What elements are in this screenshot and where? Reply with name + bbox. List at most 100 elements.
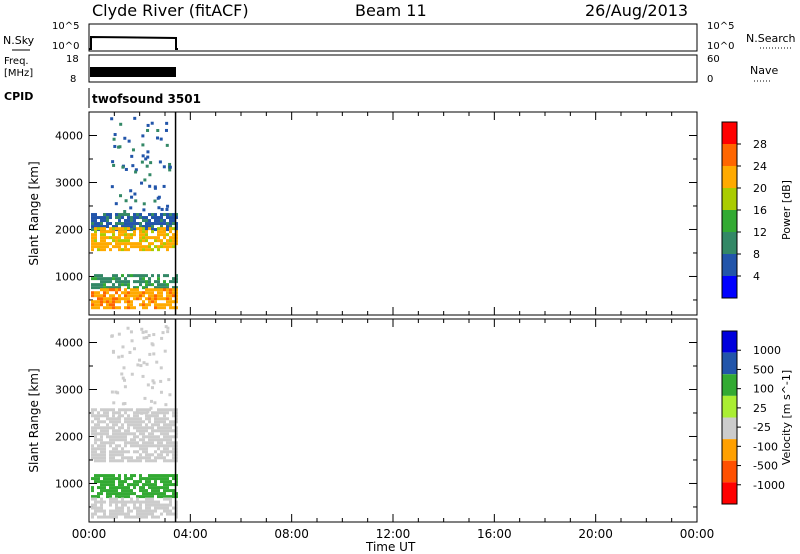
data-cell: [166, 222, 169, 226]
data-cell: [157, 303, 160, 307]
data-cell: [124, 297, 127, 301]
data-cell: [169, 503, 172, 507]
data-cell: [112, 497, 115, 501]
data-cell: [133, 242, 136, 246]
data-cell: [121, 230, 124, 234]
data-cell: [175, 242, 178, 246]
data-cell: [133, 222, 136, 226]
data-cell: [133, 444, 136, 448]
data-cell: [148, 303, 151, 307]
data-cell: [175, 408, 178, 412]
data-cell: [144, 330, 148, 334]
data-cell: [112, 411, 115, 415]
data-cell: [142, 336, 146, 340]
data-cell: [106, 423, 109, 427]
data-cell: [148, 291, 151, 295]
data-cell: [100, 274, 103, 278]
data-cell: [109, 408, 112, 412]
data-cell: [124, 417, 127, 421]
data-cell: [139, 222, 142, 226]
data-cell: [142, 230, 145, 234]
data-cell: [151, 294, 154, 298]
data-cell: [100, 459, 103, 463]
data-cell: [136, 435, 139, 439]
data-cell: [142, 225, 145, 229]
data-cell: [172, 242, 175, 246]
data-cell: [94, 245, 97, 249]
data-cell: [145, 222, 148, 226]
data-cell: [109, 300, 112, 304]
data-cell: [148, 435, 151, 439]
data-cell: [112, 414, 115, 418]
data-cell: [103, 239, 106, 243]
data-cell: [139, 477, 142, 481]
data-cell: [163, 503, 166, 507]
data-cell: [121, 227, 124, 231]
data-cell: [119, 122, 123, 126]
data-cell: [112, 486, 115, 490]
data-cell: [136, 417, 139, 421]
data-cell: [134, 199, 138, 203]
data-cell: [154, 414, 157, 418]
data-cell: [91, 248, 94, 252]
data-cell: [142, 432, 145, 436]
data-cell: [150, 386, 154, 390]
data-cell: [106, 495, 109, 499]
data-cell: [160, 512, 163, 516]
data-cell: [118, 213, 121, 217]
data-cell: [97, 216, 100, 220]
data-cell: [169, 219, 172, 223]
data-cell: [121, 423, 124, 427]
data-cell: [91, 497, 94, 501]
data-cell: [175, 447, 178, 451]
data-cell: [166, 444, 169, 448]
data-cell: [145, 495, 148, 499]
data-cell: [121, 486, 124, 490]
data-cell: [154, 303, 157, 307]
data-cell: [91, 444, 94, 448]
data-cell: [169, 512, 172, 516]
data-cell: [127, 225, 130, 229]
data-cell: [151, 444, 154, 448]
data-cell: [146, 150, 150, 154]
data-cell: [121, 447, 124, 451]
data-cell: [124, 432, 127, 436]
data-cell: [91, 447, 94, 451]
data-cell: [109, 441, 112, 445]
data-cell: [106, 216, 109, 220]
data-cell: [97, 300, 100, 304]
data-cell: [133, 480, 136, 484]
data-cell: [169, 222, 172, 226]
data-cell: [103, 408, 106, 412]
data-cell: [118, 245, 121, 249]
data-cell: [100, 515, 103, 519]
data-cell: [169, 216, 172, 220]
data-cell: [163, 438, 166, 442]
data-cell: [152, 333, 156, 337]
data-cell: [109, 497, 112, 501]
nsky-panel: [88, 23, 698, 52]
data-cell: [154, 456, 157, 460]
data-cell: [163, 420, 166, 424]
data-cell: [127, 512, 130, 516]
data-cell: [147, 334, 151, 338]
data-cell: [139, 426, 142, 430]
data-cell: [100, 225, 103, 229]
data-cell: [100, 248, 103, 252]
data-cell: [106, 441, 109, 445]
data-cell: [163, 245, 166, 249]
data-cell: [106, 236, 109, 240]
data-cell: [154, 477, 157, 481]
data-cell: [109, 216, 112, 220]
data-cell: [151, 497, 154, 501]
data-cell: [139, 489, 142, 493]
data-cell: [157, 294, 160, 298]
data-cell: [169, 474, 172, 478]
data-cell: [94, 219, 97, 223]
data-cell: [112, 477, 115, 481]
data-cell: [94, 438, 97, 442]
data-cell: [106, 411, 109, 415]
data-cell: [139, 274, 142, 278]
data-cell: [121, 345, 125, 349]
data-cell: [172, 213, 175, 217]
